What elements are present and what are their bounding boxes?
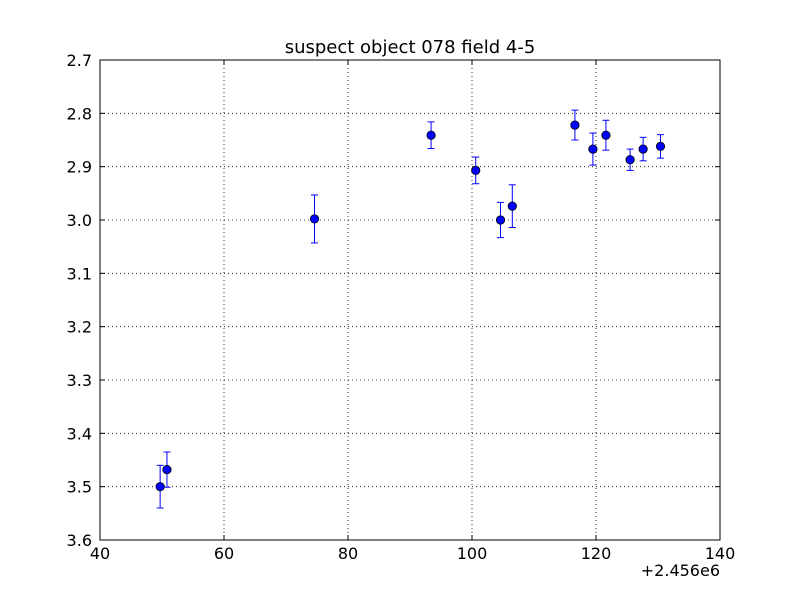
data-point bbox=[588, 144, 598, 154]
grid-lines bbox=[100, 60, 720, 540]
x-tick-label: 80 bbox=[338, 544, 358, 563]
y-tick-label: 3.4 bbox=[67, 424, 92, 443]
plot-frame bbox=[99, 59, 721, 541]
y-tick-label: 3.3 bbox=[67, 371, 92, 390]
data-point bbox=[655, 141, 666, 151]
x-tick-label: 120 bbox=[581, 544, 612, 563]
y-tick-label: 2.9 bbox=[67, 158, 92, 177]
data-points bbox=[155, 120, 666, 492]
data-point bbox=[601, 130, 611, 140]
x-tick-label: 60 bbox=[214, 544, 234, 563]
data-point bbox=[625, 155, 635, 165]
y-tick-label: 3.0 bbox=[67, 211, 92, 230]
y-tick-label: 2.8 bbox=[67, 104, 92, 123]
x-tick-label: 140 bbox=[705, 544, 736, 563]
x-tick-label: 100 bbox=[457, 544, 488, 563]
data-point bbox=[570, 120, 580, 130]
data-point bbox=[495, 215, 506, 225]
y-tick-label: 3.1 bbox=[67, 264, 92, 283]
data-point bbox=[162, 464, 172, 475]
axis-ticks: 40 60 80 100 120 140 2.7 2.8 2.9 3.0 3.1 3.2 3.3 3.4 3… bbox=[67, 51, 736, 563]
data-point bbox=[471, 165, 481, 175]
y-tick-label: 2.7 bbox=[67, 51, 92, 70]
y-tick-label: 3.6 bbox=[67, 531, 92, 550]
y-tick-label: 3.2 bbox=[67, 318, 92, 337]
data-point bbox=[638, 144, 648, 154]
y-tick-label: 3.5 bbox=[67, 478, 92, 497]
data-point bbox=[426, 130, 436, 140]
chart-title: suspect object 078 field 4-5 bbox=[285, 37, 536, 58]
data-point bbox=[155, 482, 165, 492]
x-offset-label: +2.456e6 bbox=[641, 561, 720, 580]
data-point bbox=[507, 201, 517, 211]
x-tick-label: 40 bbox=[90, 544, 110, 563]
data-point bbox=[309, 214, 320, 224]
